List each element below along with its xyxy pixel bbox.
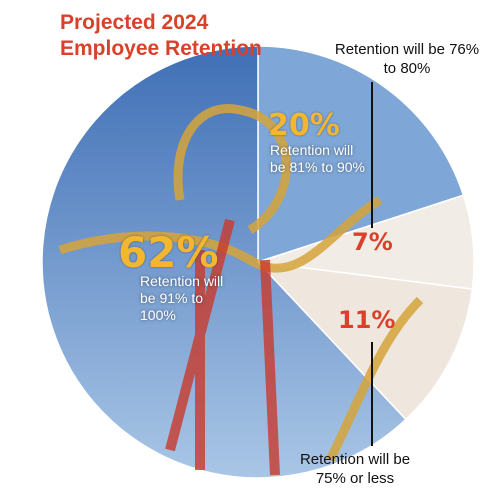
- data-label: 20%: [268, 108, 340, 143]
- data-label: 7%: [352, 228, 393, 256]
- category-label: Retention will be 81% to 90%: [270, 142, 365, 175]
- supports: [165, 218, 280, 476]
- data-label: 11%: [338, 306, 396, 334]
- data-label: 62%: [118, 228, 219, 277]
- category-label: Retention will be 91% to 100%: [140, 273, 224, 323]
- category-label: Retention will be 76% to 80%: [334, 41, 480, 77]
- pie-slice: [257, 45, 465, 264]
- chart-title: Projected 2024 Employee Retention: [60, 11, 262, 60]
- category-label: Retention will be 75% or less: [299, 451, 411, 487]
